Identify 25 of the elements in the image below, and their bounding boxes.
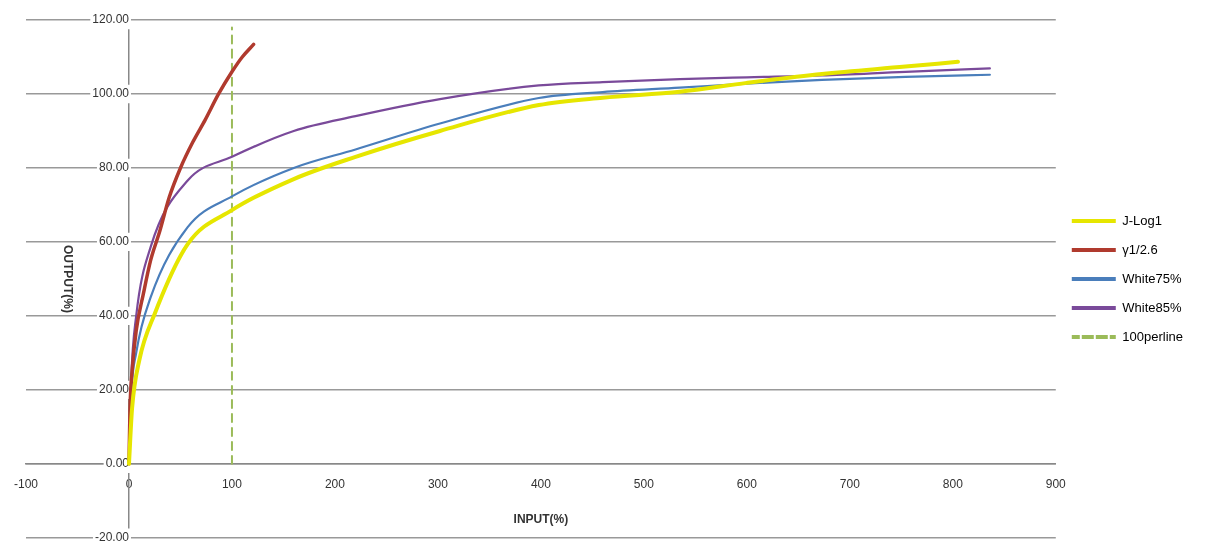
legend-label: 100perline (1122, 328, 1183, 344)
y-tick-label: 0.00 (105, 456, 130, 471)
x-tick-label: 500 (633, 477, 655, 492)
x-tick-label: 200 (324, 477, 346, 492)
y-tick-label: 40.00 (98, 308, 130, 323)
y-tick-label: 100.00 (92, 86, 130, 101)
x-tick-label: 400 (530, 477, 552, 492)
y-tick-label: -20.00 (94, 530, 130, 545)
y-axis-title: OUTPUT(%) (60, 244, 75, 313)
x-tick-label: 100 (221, 477, 243, 492)
x-tick-label: 600 (736, 477, 758, 492)
y-tick-label: 80.00 (98, 160, 130, 175)
x-axis-title: INPUT(%) (513, 511, 569, 526)
x-tick-label: -100 (13, 477, 39, 492)
legend-label: White85% (1122, 299, 1182, 315)
legend-label: J-Log1 (1122, 212, 1163, 228)
legend-label: γ1/2.6 (1122, 241, 1158, 257)
x-tick-label: 900 (1045, 477, 1067, 492)
y-tick-label: 20.00 (98, 382, 130, 397)
legend-label: White75% (1122, 270, 1182, 286)
y-tick-label: 120.00 (92, 12, 130, 27)
x-tick-label: 800 (942, 477, 964, 492)
x-tick-label: 700 (839, 477, 861, 492)
x-tick-label: 300 (427, 477, 449, 492)
y-tick-label: 60.00 (98, 234, 130, 249)
